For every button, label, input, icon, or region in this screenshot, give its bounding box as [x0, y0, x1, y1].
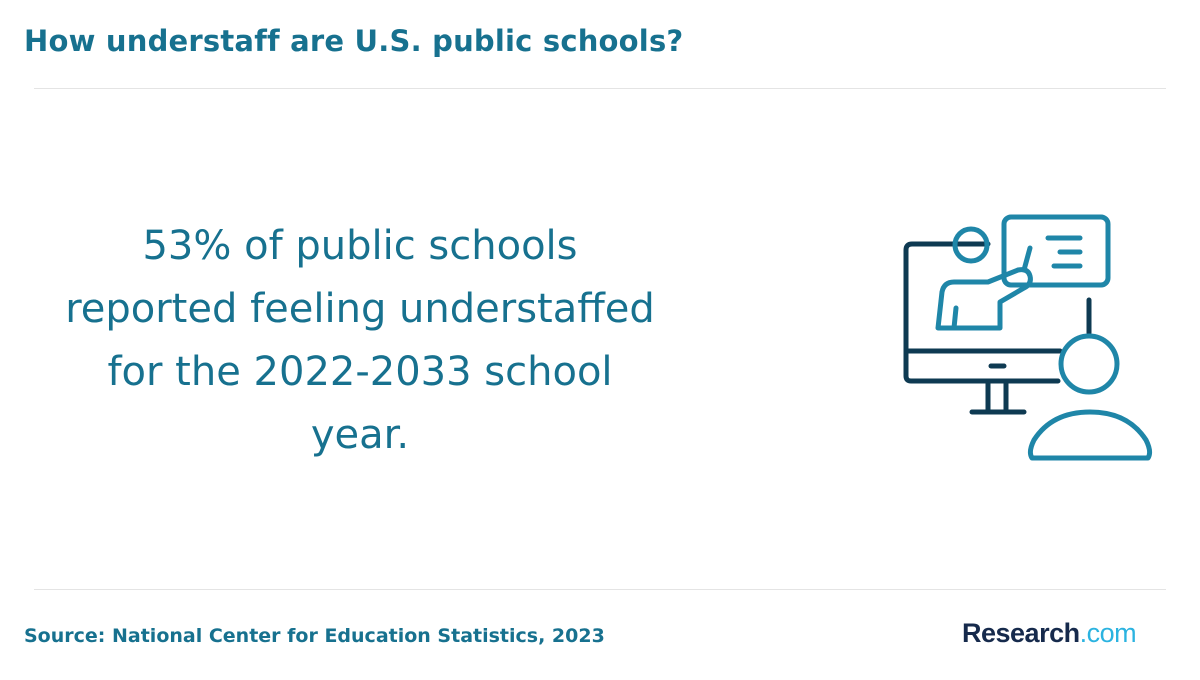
teacher-presenting-on-monitor-icon [903, 214, 1153, 461]
research-com-logo[interactable]: Research.com [962, 618, 1137, 649]
bottom-divider [34, 589, 1166, 590]
student-shoulders-shape [1027, 409, 1153, 461]
teacher-head-shape [952, 226, 990, 264]
logo-brand-text: Research [962, 618, 1080, 648]
pointer-stick-shape [1021, 245, 1033, 273]
teacher-body-shape [935, 267, 1033, 331]
student-head-shape [1058, 333, 1120, 395]
presentation-board-shape [1001, 214, 1111, 288]
page-title: How understaff are U.S. public schools? [24, 24, 684, 58]
source-caption: Source: National Center for Education St… [24, 625, 605, 647]
top-divider [34, 88, 1166, 89]
teacher-arm-shape [951, 305, 959, 331]
monitor-frame-shape [903, 241, 1061, 384]
logo-tld-text: .com [1079, 618, 1137, 648]
statistic-text: 53% of public schools reported feeling u… [65, 223, 655, 458]
